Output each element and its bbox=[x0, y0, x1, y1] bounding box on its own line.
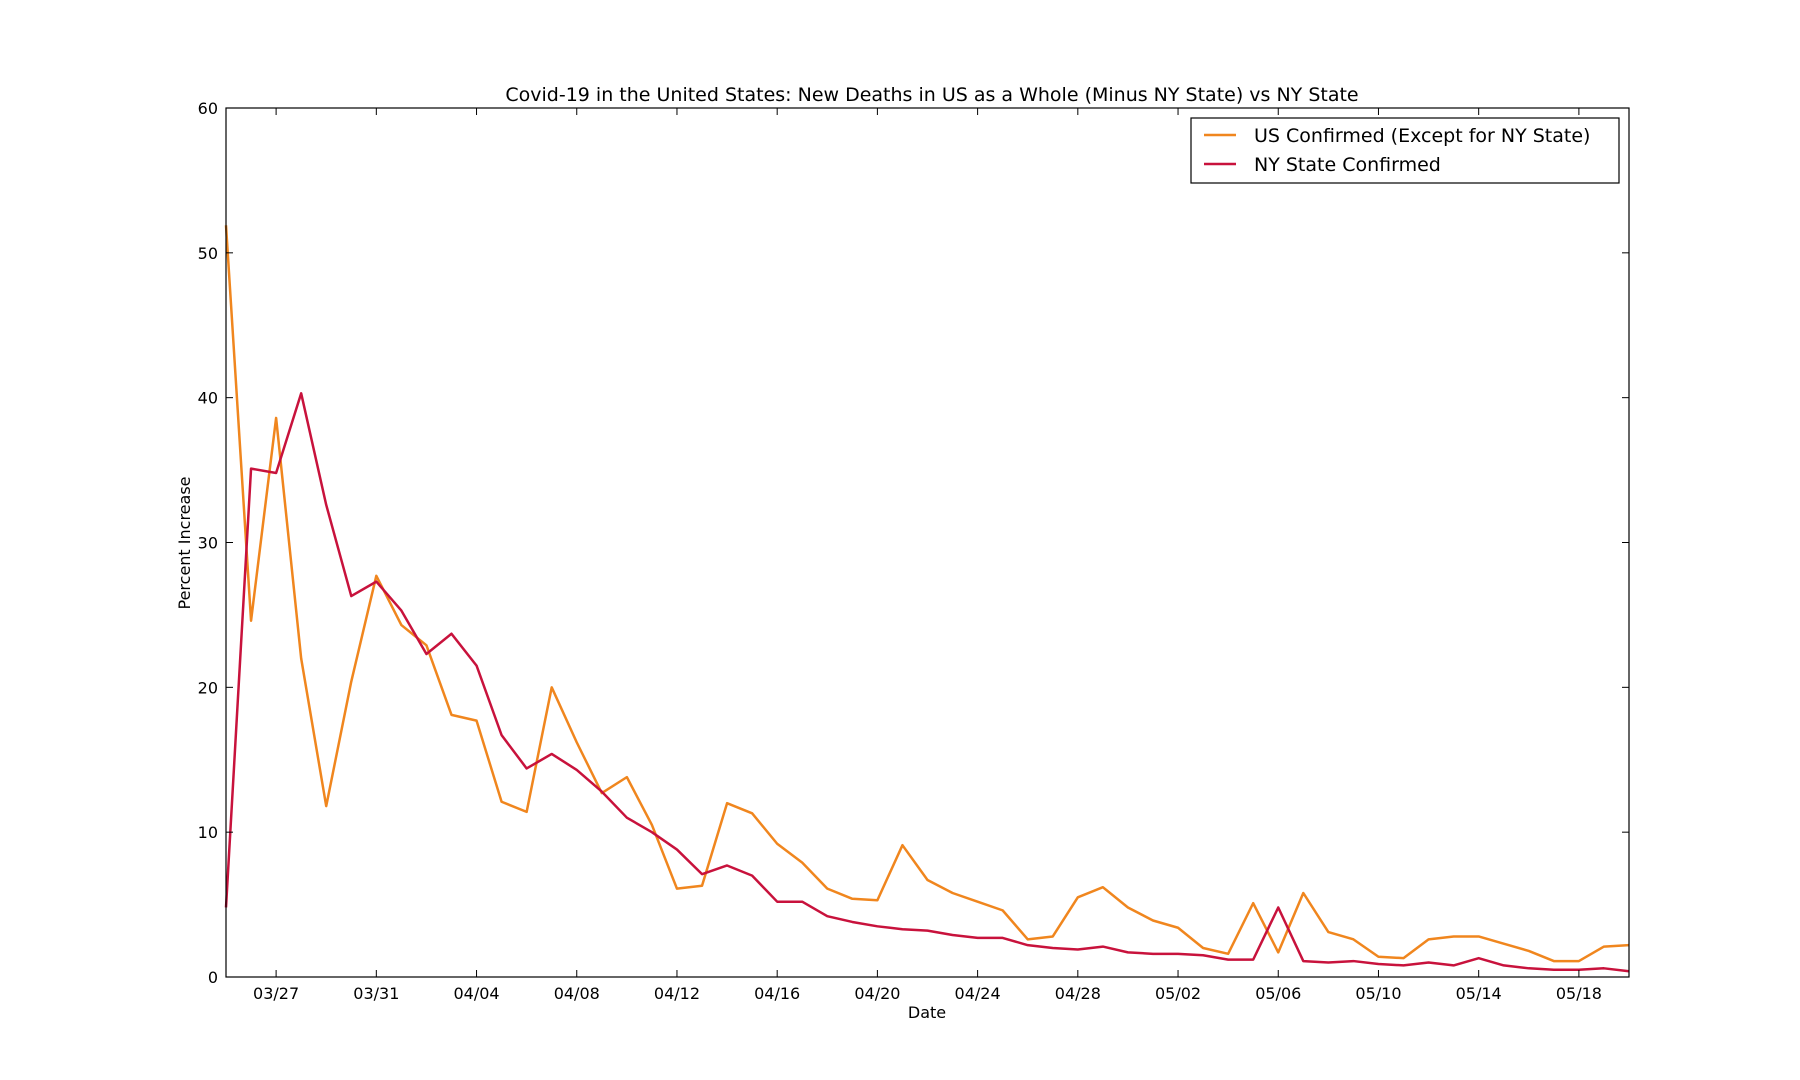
y-tick-label: 50 bbox=[198, 244, 218, 263]
x-tick-label: 03/27 bbox=[253, 984, 299, 1003]
x-tick-label: 04/16 bbox=[754, 984, 800, 1003]
x-tick-label: 05/06 bbox=[1255, 984, 1301, 1003]
legend: US Confirmed (Except for NY State) NY St… bbox=[1190, 117, 1620, 184]
y-tick-label: 40 bbox=[198, 389, 218, 408]
legend-frame bbox=[1190, 117, 1620, 184]
ticks-layer: 0 10 20 30 40 50 60 03/27 03/31 04/04 04/08 04/12 04… bbox=[198, 99, 1629, 1003]
legend-label-us: US Confirmed (Except for NY State) bbox=[1254, 125, 1590, 147]
y-tick-label: 10 bbox=[198, 823, 218, 842]
x-tick-label: 05/18 bbox=[1556, 984, 1602, 1003]
x-tick-label: 04/04 bbox=[453, 984, 499, 1003]
x-tick-label: 05/10 bbox=[1355, 984, 1401, 1003]
x-tick-label: 03/31 bbox=[353, 984, 399, 1003]
x-tick-label: 05/02 bbox=[1155, 984, 1201, 1003]
x-tick-label: 04/08 bbox=[554, 984, 600, 1003]
x-tick-label: 04/24 bbox=[955, 984, 1001, 1003]
x-tick-label: 04/28 bbox=[1055, 984, 1101, 1003]
x-tick-label: 04/12 bbox=[654, 984, 700, 1003]
y-tick-label: 0 bbox=[208, 968, 218, 987]
legend-label-ny: NY State Confirmed bbox=[1254, 154, 1441, 176]
plot-area-frame bbox=[225, 107, 1630, 978]
series-line-ny bbox=[224, 392, 1630, 973]
series-layer bbox=[224, 225, 1630, 973]
y-tick-label: 20 bbox=[198, 678, 218, 697]
y-axis-label: Percent Increase bbox=[175, 477, 194, 610]
y-tick-label: 60 bbox=[198, 99, 218, 118]
chart-title: Covid-19 in the United States: New Death… bbox=[505, 84, 1358, 106]
x-axis-label: Date bbox=[908, 1003, 946, 1022]
x-tick-label: 04/20 bbox=[854, 984, 900, 1003]
y-tick-label: 30 bbox=[198, 534, 218, 553]
x-tick-label: 05/14 bbox=[1456, 984, 1502, 1003]
series-line-us bbox=[224, 225, 1630, 963]
